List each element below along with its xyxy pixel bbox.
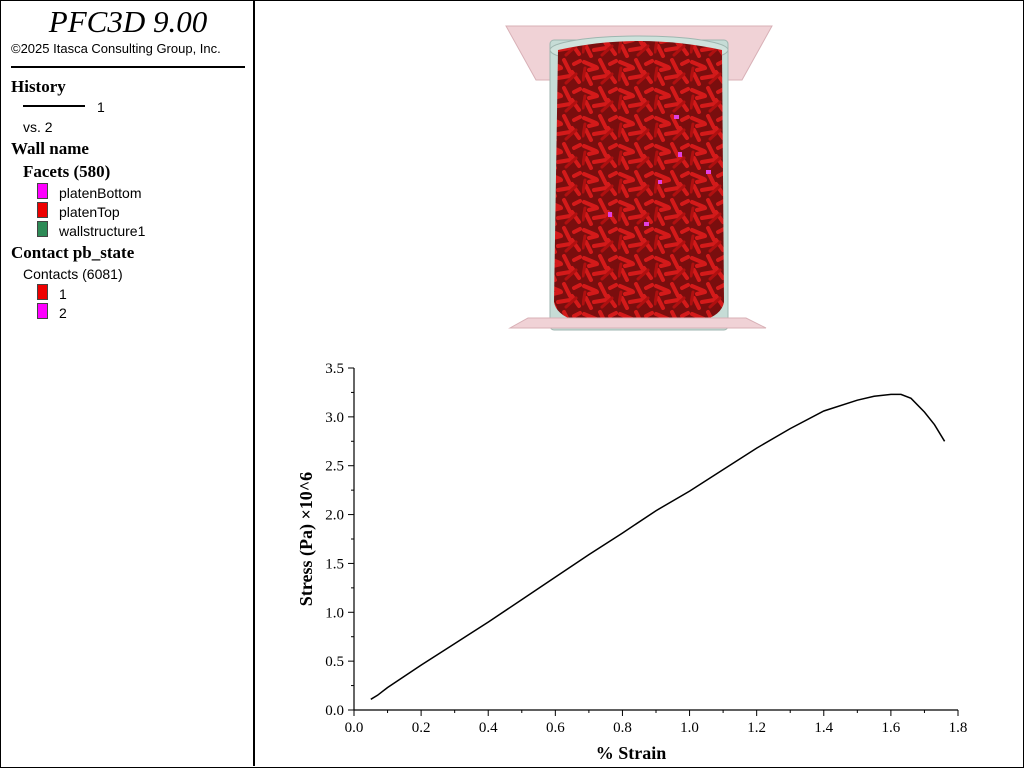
facets-heading: Facets (580) [23, 162, 111, 181]
legend-swatch-contact-2 [37, 303, 48, 319]
legend-swatch-platen-bottom [37, 183, 48, 199]
copyright-text: ©2025 Itasca Consulting Group, Inc. [11, 41, 221, 56]
x-tick-label: 0.0 [345, 720, 364, 736]
x-tick-label: 1.4 [814, 720, 833, 736]
x-tick-label: 0.6 [546, 720, 565, 736]
legend-label-platen-top: platenTop [59, 204, 120, 220]
y-axis-label: Stress (Pa) ×10^6 [296, 472, 317, 606]
x-tick-label: 0.8 [613, 720, 632, 736]
legend-panel: PFC3D 9.00 ©2025 Itasca Consulting Group… [1, 1, 255, 766]
history-heading: History [11, 77, 66, 96]
plot-area: 0.0 0.2 0.4 0.6 0.8 1.0 1.2 1.4 1.6 1.8 0.0 0.5 1.0… [258, 2, 1021, 765]
x-tick-label: 0.4 [479, 720, 498, 736]
legend-label-contact-1: 1 [59, 286, 67, 302]
app-title: PFC3D 9.00 [48, 4, 208, 39]
platen-bottom [508, 317, 767, 329]
history-vs-label: vs. 2 [23, 119, 53, 135]
y-tick-label: 2.0 [325, 508, 344, 524]
x-tick-label: 1.8 [949, 720, 968, 736]
history-line-label: 1 [97, 99, 105, 115]
y-tick-label: 1.0 [325, 605, 344, 621]
y-tick-label: 2.5 [325, 459, 344, 475]
y-tick-label: 3.0 [325, 410, 344, 426]
contact-heading: Contact pb_state [11, 243, 135, 262]
model-view[interactable]: 0.0 0.2 0.4 0.6 0.8 1.0 1.2 1.4 1.6 1.8 0.0 0.5 1.0… [258, 2, 1021, 765]
wall-heading: Wall name [11, 139, 89, 158]
legend-label-platen-bottom: platenBottom [59, 185, 142, 201]
contacts-count-label: Contacts (6081) [23, 266, 123, 282]
y-tick-label: 1.5 [325, 556, 344, 572]
x-tick-label: 1.2 [747, 720, 766, 736]
particle-assembly [554, 41, 724, 328]
x-axis-label: % Strain [596, 743, 667, 763]
x-tick-label: 0.2 [412, 720, 431, 736]
broken-bonds [608, 115, 711, 226]
legend-swatch-wallstructure [37, 221, 48, 237]
y-tick-label: 0.0 [325, 703, 344, 719]
y-tick-label: 3.5 [325, 361, 344, 377]
legend-swatch-platen-top [37, 202, 48, 218]
y-tick-label: 0.5 [325, 654, 344, 670]
x-tick-label: 1.0 [680, 720, 699, 736]
title-divider [11, 66, 245, 68]
legend-label-contact-2: 2 [59, 305, 67, 321]
stress-strain-chart: 0.0 0.2 0.4 0.6 0.8 1.0 1.2 1.4 1.6 1.8 0.0 0.5 1.0… [296, 361, 967, 763]
history-line-sample [23, 105, 85, 107]
stress-strain-line [370, 393, 946, 700]
legend-swatch-contact-1 [37, 284, 48, 300]
legend-label-wallstructure: wallstructure1 [59, 223, 146, 239]
x-tick-label: 1.6 [882, 720, 901, 736]
